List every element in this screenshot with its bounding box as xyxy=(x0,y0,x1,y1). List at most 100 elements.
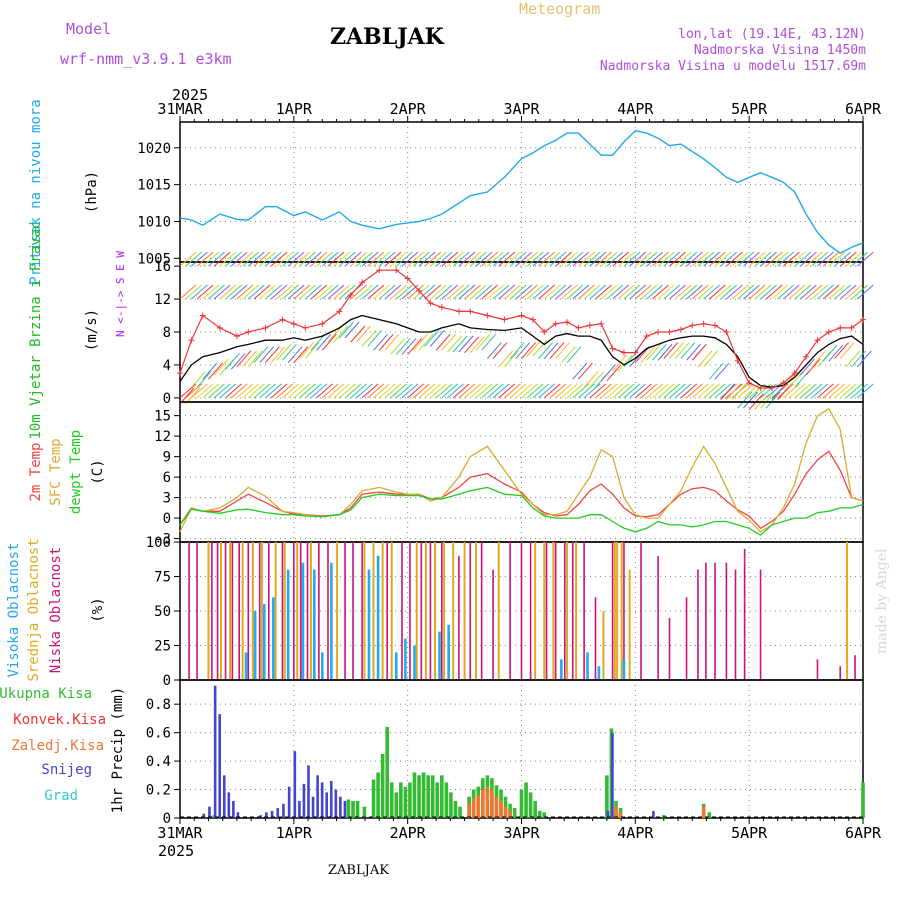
wind-barb xyxy=(316,284,333,300)
wind-barb xyxy=(811,251,829,267)
wind-barb xyxy=(219,383,237,399)
wind-barb xyxy=(458,284,476,300)
wind-barb xyxy=(640,383,658,399)
wind-barb xyxy=(401,251,419,267)
top-day-label: 3APR xyxy=(503,100,540,118)
wind-barb xyxy=(282,383,299,399)
altitude-label: Nadmorska Visina 1450m xyxy=(694,43,866,58)
wind-barb xyxy=(669,284,686,300)
wind-barb xyxy=(640,284,658,300)
wind-barb-band xyxy=(617,354,633,372)
wind-barb xyxy=(310,383,328,399)
wind-barb xyxy=(680,284,698,300)
wind-barb xyxy=(612,284,629,300)
wind-barb xyxy=(538,251,555,267)
wind-gust-marker xyxy=(347,291,354,298)
wind-barb xyxy=(418,284,436,300)
footer-station: ZABLJAK xyxy=(328,863,389,878)
wind-barb xyxy=(629,251,646,267)
wind-barb xyxy=(475,284,493,300)
wind-barb-band xyxy=(691,343,707,361)
wind-barb xyxy=(230,383,248,399)
bottom-day-label: 4APR xyxy=(617,824,654,842)
wind-barb xyxy=(202,383,220,399)
wind-barb xyxy=(247,251,265,267)
wind-barb xyxy=(771,284,789,300)
wind-barb-band xyxy=(822,344,838,362)
wind-barb xyxy=(561,284,578,300)
wind-barb xyxy=(270,284,288,300)
wind-barb xyxy=(287,284,305,300)
wind-gust-marker xyxy=(643,333,650,340)
wind-gust-marker xyxy=(262,324,269,331)
bottom-day-label: 1APR xyxy=(276,824,313,842)
bottom-day-label: 2APR xyxy=(390,824,427,842)
wind-barb xyxy=(839,383,857,399)
wind-barb xyxy=(737,251,755,267)
ytick-label: 0 xyxy=(163,673,171,689)
wind-barb-band xyxy=(321,334,337,351)
cloud-ylabel-unit: (%) xyxy=(90,597,106,622)
precip-total-bar xyxy=(542,812,547,818)
precip-total-bar xyxy=(371,779,376,818)
panel-temperature: -3 0 3 6 9 12 15 2m Temp SFC Temp dewpt Temp (C) xyxy=(28,401,864,548)
wind-barb-band xyxy=(464,336,479,354)
ytick-label: 100 xyxy=(146,535,171,551)
wind-barb xyxy=(225,251,242,267)
wind-barb xyxy=(765,251,783,267)
precip-legend-entry: Zaledj.Kisa xyxy=(11,738,104,754)
ytick-label: 4 xyxy=(163,358,171,374)
precip-snow-bar xyxy=(282,803,285,818)
wind-barb-band xyxy=(566,346,582,364)
wind-barb xyxy=(293,284,311,300)
wind-barb xyxy=(561,383,578,399)
wind-gust-marker xyxy=(860,316,866,323)
wind-barb xyxy=(578,383,595,399)
wind-barb-band xyxy=(412,334,428,351)
wind-barb xyxy=(350,251,368,267)
wind-barb-band xyxy=(282,343,297,361)
wind-barb xyxy=(521,284,538,300)
wind-gust-marker xyxy=(791,370,798,377)
wind-barb xyxy=(714,383,732,399)
wind-barb xyxy=(800,284,817,300)
wind-barb-band xyxy=(424,329,440,347)
wind-barb xyxy=(475,383,493,399)
wind-barb-band xyxy=(646,343,662,361)
ytick-label: 8 xyxy=(163,325,171,341)
wind-barb xyxy=(395,383,413,399)
wind-barb xyxy=(834,383,851,399)
wind-gust-marker xyxy=(438,304,445,311)
wind-barb xyxy=(458,251,476,267)
wind-barb xyxy=(276,383,294,399)
precip-snow-bar xyxy=(232,800,235,818)
wind-barb xyxy=(407,284,424,300)
ytick-label: 0 xyxy=(163,811,171,827)
precip-total-bar xyxy=(362,806,367,818)
wind-barb xyxy=(447,383,464,399)
ytick-label: 1015 xyxy=(137,178,171,194)
wind-barb xyxy=(310,251,328,267)
wind-barb xyxy=(777,251,794,267)
wind-barb-band xyxy=(578,362,593,380)
wind-barb xyxy=(469,284,487,300)
wind-barb xyxy=(185,284,203,300)
wind-barb xyxy=(390,251,407,267)
wind-barb xyxy=(663,284,681,300)
wind-barb xyxy=(782,251,800,267)
wind-barb-band xyxy=(583,371,599,388)
ytick-label: 0.6 xyxy=(146,726,171,742)
wind-barb-band xyxy=(731,383,747,401)
temp-sfc-line xyxy=(179,407,864,533)
wind-barb xyxy=(788,251,806,267)
wind-barb xyxy=(817,383,834,399)
model-altitude-label: Nadmorska Visina u modelu 1517.69m xyxy=(600,59,866,74)
precip-snow-bar xyxy=(218,714,222,818)
wind-barb xyxy=(674,383,692,399)
wind-barb-band xyxy=(765,391,781,409)
wind-barb xyxy=(572,284,590,300)
wind-barb xyxy=(743,284,760,300)
wind-gust-marker xyxy=(319,320,326,327)
wind-gust-marker xyxy=(575,324,582,331)
precip-total-bar xyxy=(707,812,712,818)
